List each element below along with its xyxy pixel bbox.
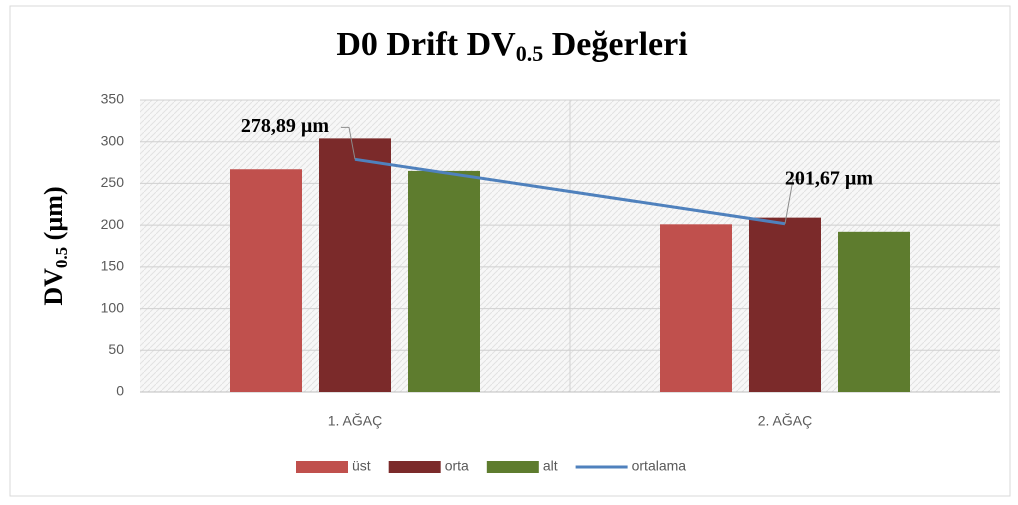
x-tick-label: 1. AĞAÇ <box>328 413 382 429</box>
data-label: 278,89 µm <box>241 115 330 137</box>
y-tick-label: 250 <box>101 174 125 190</box>
legend-swatch <box>486 461 539 473</box>
y-tick-label: 100 <box>101 299 125 315</box>
bar <box>660 224 732 392</box>
y-tick-label: 200 <box>101 216 125 232</box>
bar <box>408 170 480 392</box>
title-subscript: 0.5 <box>516 41 544 66</box>
y-label-suffix: (µm) <box>39 186 68 246</box>
bar <box>230 169 302 392</box>
legend-label: üst <box>352 458 371 474</box>
bar <box>319 138 391 392</box>
y-tick-label: 150 <box>101 258 125 274</box>
y-tick-label: 50 <box>108 341 124 357</box>
y-tick-label: 0 <box>116 383 124 399</box>
y-tick-label: 300 <box>101 132 125 148</box>
label-leader <box>784 179 801 224</box>
x-tick-label: 2. AĞAÇ <box>758 413 812 429</box>
title-text: D0 Drift DV <box>336 26 516 63</box>
y-tick-label: 350 <box>101 91 125 107</box>
data-label: 201,67 µm <box>785 167 874 189</box>
legend-swatch <box>296 461 348 473</box>
y-label-text: DV <box>39 268 68 306</box>
title-suffix: Değerleri <box>543 26 687 63</box>
y-label-subscript: 0.5 <box>52 247 71 268</box>
chart-title: D0 Drift DV0.5 Değerleri <box>336 26 687 66</box>
legend-label: orta <box>445 458 469 474</box>
legend-swatch <box>388 461 441 473</box>
bar <box>838 231 910 392</box>
bar <box>749 217 821 392</box>
label-leader <box>341 126 356 160</box>
line-series <box>354 157 786 226</box>
legend-label: ortalama <box>632 458 687 474</box>
y-axis-label: DV0.5 (µm) <box>39 186 71 305</box>
legend-label: alt <box>543 458 558 474</box>
